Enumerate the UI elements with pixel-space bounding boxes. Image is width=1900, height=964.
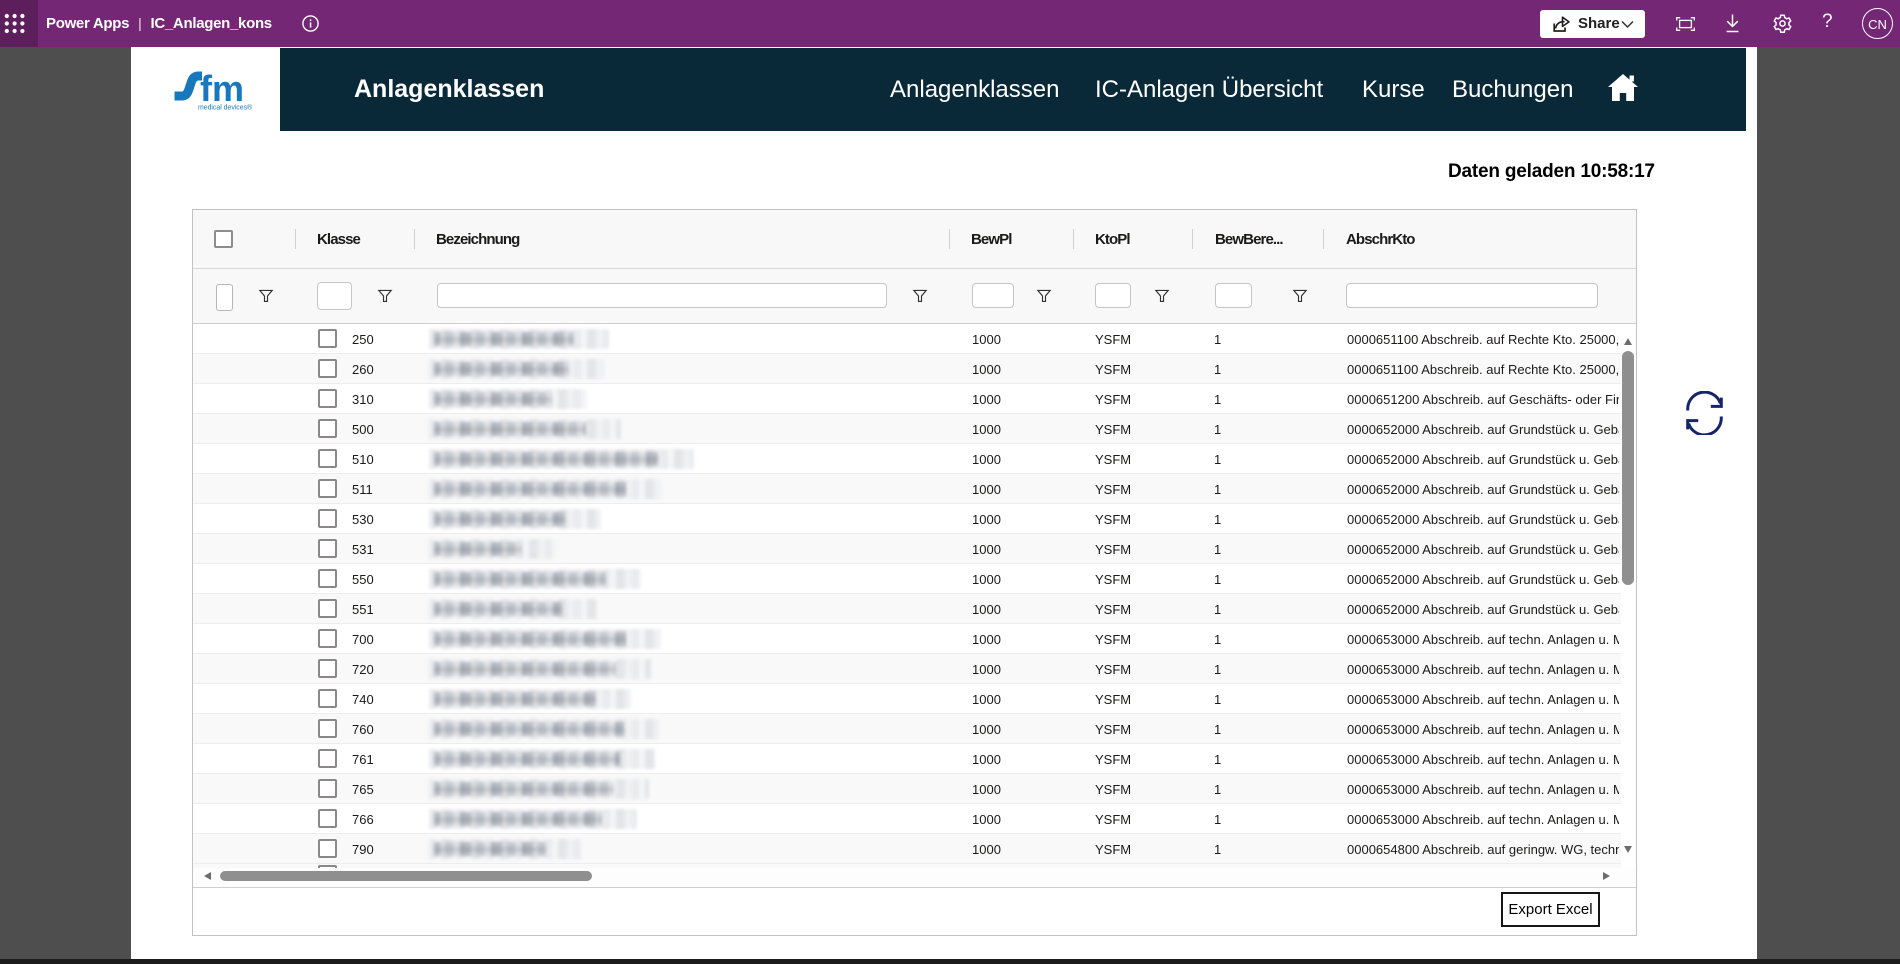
svg-text:fm: fm [200, 68, 244, 109]
svg-text:medical devices®: medical devices® [198, 104, 252, 112]
